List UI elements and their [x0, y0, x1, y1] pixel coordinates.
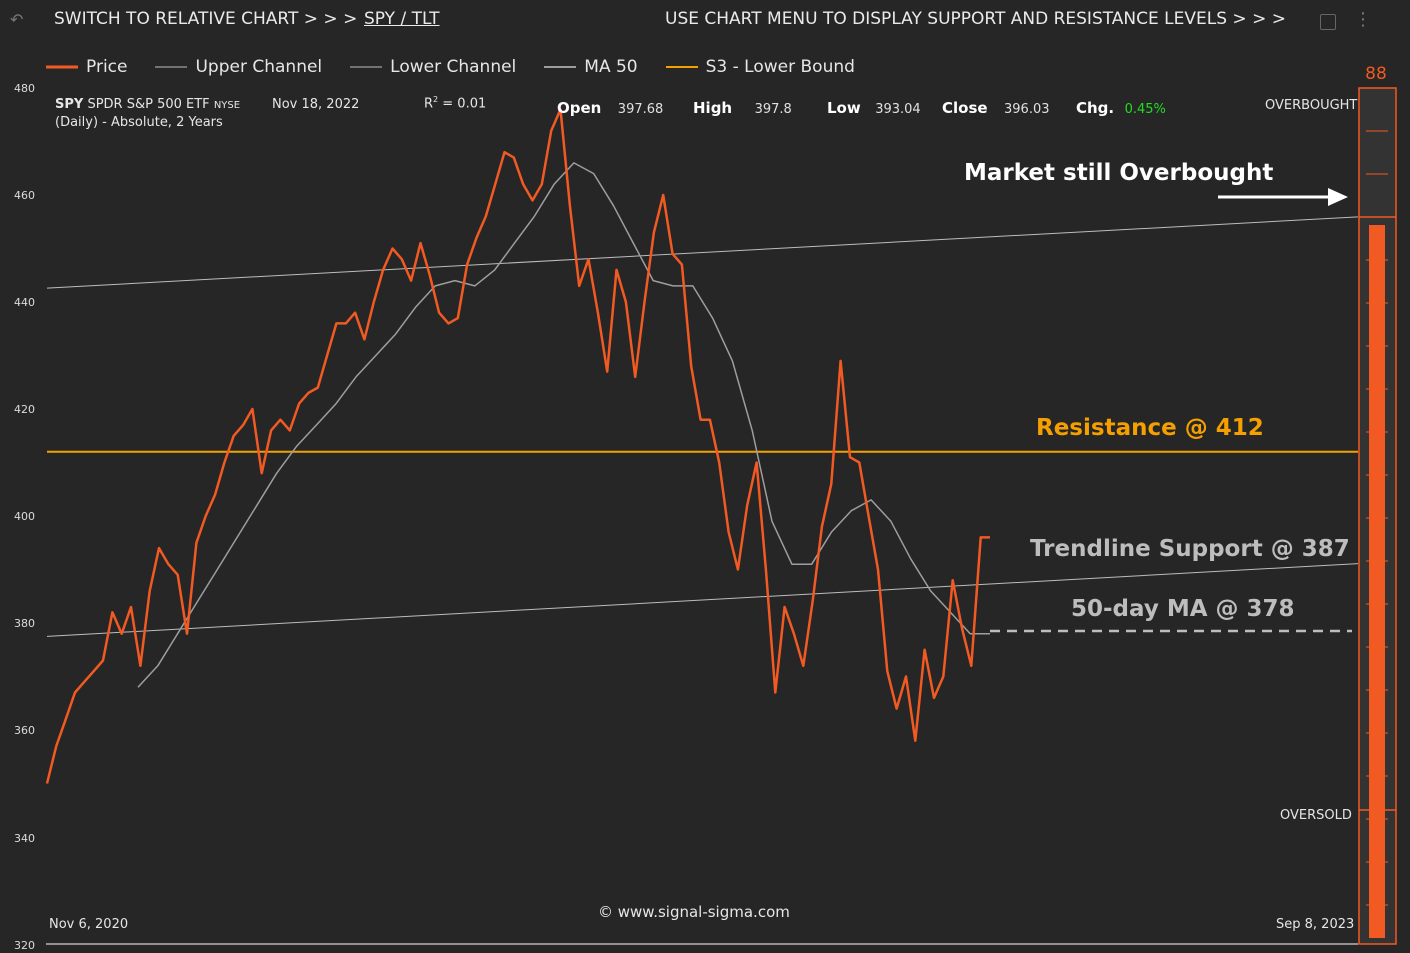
ohlc-change: Chg. 0.45%: [1076, 99, 1166, 117]
high-label: High: [693, 99, 733, 117]
gauge-overbought-label: OVERBOUGHT: [1265, 98, 1358, 113]
legend-item-upper-channel[interactable]: Upper Channel: [155, 57, 322, 77]
ohlc-high: High 397.8: [693, 99, 792, 117]
legend-swatch-ma50: [544, 66, 577, 68]
legend-label: MA 50: [584, 57, 638, 77]
symbol-ticker: SPY: [55, 97, 84, 112]
sentiment-gauge: [1358, 87, 1397, 945]
close-label: Close: [942, 99, 988, 117]
legend-swatch-upper-channel: [155, 66, 188, 68]
gauge-oversold-label: OVERSOLD: [1280, 808, 1352, 823]
y-tick-label: 480: [14, 82, 35, 95]
x-end-date: Sep 8, 2023: [1276, 917, 1355, 932]
y-tick-label: 460: [14, 189, 35, 202]
chart-menu-hint: USE CHART MENU TO DISPLAY SUPPORT AND RE…: [665, 9, 1286, 29]
upper-channel-line: [46, 216, 1359, 289]
y-tick-label: 320: [14, 939, 35, 952]
low-value: 393.04: [875, 102, 921, 117]
open-value: 397.68: [617, 102, 664, 117]
y-tick-label: 340: [14, 832, 35, 845]
chg-value: 0.45%: [1124, 102, 1166, 117]
overbought-arrow: [1218, 188, 1348, 206]
more-vertical-icon[interactable]: ⋮: [1354, 9, 1372, 30]
y-tick-label: 400: [14, 510, 35, 523]
x-start-date: Nov 6, 2020: [49, 917, 129, 932]
legend-label: Lower Channel: [390, 57, 517, 77]
overbought-annotation: Market still Overbought: [964, 160, 1274, 186]
price-line: [45, 108, 990, 784]
symbol-name: SPDR S&P 500 ETF: [87, 97, 210, 112]
y-tick-label: 360: [14, 724, 35, 737]
legend-item-ma50[interactable]: MA 50: [544, 57, 638, 77]
legend-swatch-price: [46, 65, 78, 69]
top-bar: ↶ SWITCH TO RELATIVE CHART > > > SPY / T…: [0, 0, 1410, 40]
ohlc-low: Low 393.04: [827, 99, 921, 117]
chart-settings-icon[interactable]: [1320, 14, 1336, 30]
gauge-value: 88: [1365, 64, 1387, 84]
r2-sup: 2: [433, 95, 439, 104]
legend-swatch-lower-channel: [350, 66, 383, 68]
undo-icon[interactable]: ↶: [10, 10, 24, 29]
legend-item-lower-channel[interactable]: Lower Channel: [350, 57, 516, 77]
ma50-line: [137, 162, 990, 688]
r2-label: R: [424, 96, 434, 112]
ohlc-open: Open 397.68: [557, 99, 663, 117]
y-tick-label: 420: [14, 403, 35, 416]
y-tick-label: 380: [14, 617, 35, 630]
r2-value: = 0.01: [442, 96, 487, 112]
open-label: Open: [557, 99, 602, 117]
legend-label: Upper Channel: [195, 57, 323, 77]
switch-relative-chart-link[interactable]: SWITCH TO RELATIVE CHART > > >: [54, 9, 358, 29]
hover-date: Nov 18, 2022: [272, 97, 360, 112]
trendline-annotation: Trendline Support @ 387: [1030, 536, 1350, 562]
chart-subtitle: (Daily) - Absolute, 2 Years: [55, 115, 223, 130]
legend-label: Price: [86, 57, 128, 77]
legend-item-price[interactable]: Price: [46, 57, 127, 77]
ohlc-close: Close 396.03: [942, 99, 1050, 117]
gauge-fill: [1369, 225, 1385, 938]
ma-annotation: 50-day MA @ 378: [1071, 596, 1295, 622]
close-value: 396.03: [1004, 102, 1050, 117]
symbol-info: SPY SPDR S&P 500 ETF NYSE: [55, 97, 240, 112]
pair-link[interactable]: SPY / TLT: [364, 9, 440, 29]
chart-legend: Price Upper Channel Lower Channel MA 50 …: [46, 56, 883, 78]
legend-item-s3[interactable]: S3 - Lower Bound: [665, 57, 855, 77]
legend-label: S3 - Lower Bound: [705, 57, 855, 77]
low-label: Low: [827, 99, 861, 117]
r-squared: R2 = 0.01: [424, 95, 486, 111]
resistance-annotation: Resistance @ 412: [1036, 415, 1264, 441]
symbol-exchange: NYSE: [213, 100, 241, 111]
lower-channel-line: [46, 563, 1359, 637]
chg-label: Chg.: [1076, 99, 1115, 117]
copyright: © www.signal-sigma.com: [598, 903, 790, 921]
y-tick-label: 440: [14, 296, 35, 309]
high-value: 397.8: [754, 102, 792, 117]
legend-swatch-s3: [665, 66, 698, 68]
